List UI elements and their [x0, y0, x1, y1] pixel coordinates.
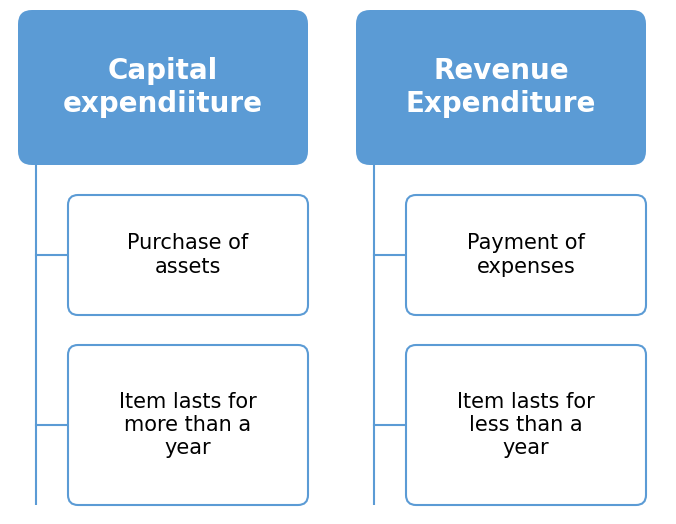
Text: Item lasts for
more than a
year: Item lasts for more than a year — [119, 392, 257, 458]
FancyBboxPatch shape — [68, 195, 308, 315]
Text: Revenue
Expenditure: Revenue Expenditure — [406, 57, 596, 118]
Text: Payment of
expenses: Payment of expenses — [467, 233, 585, 277]
FancyBboxPatch shape — [18, 10, 308, 165]
FancyBboxPatch shape — [356, 10, 646, 165]
FancyBboxPatch shape — [406, 195, 646, 315]
FancyBboxPatch shape — [406, 345, 646, 505]
Text: Purchase of
assets: Purchase of assets — [127, 233, 249, 277]
Text: Capital
expendiiture: Capital expendiiture — [63, 57, 263, 118]
FancyBboxPatch shape — [68, 345, 308, 505]
Text: Item lasts for
less than a
year: Item lasts for less than a year — [457, 392, 595, 458]
